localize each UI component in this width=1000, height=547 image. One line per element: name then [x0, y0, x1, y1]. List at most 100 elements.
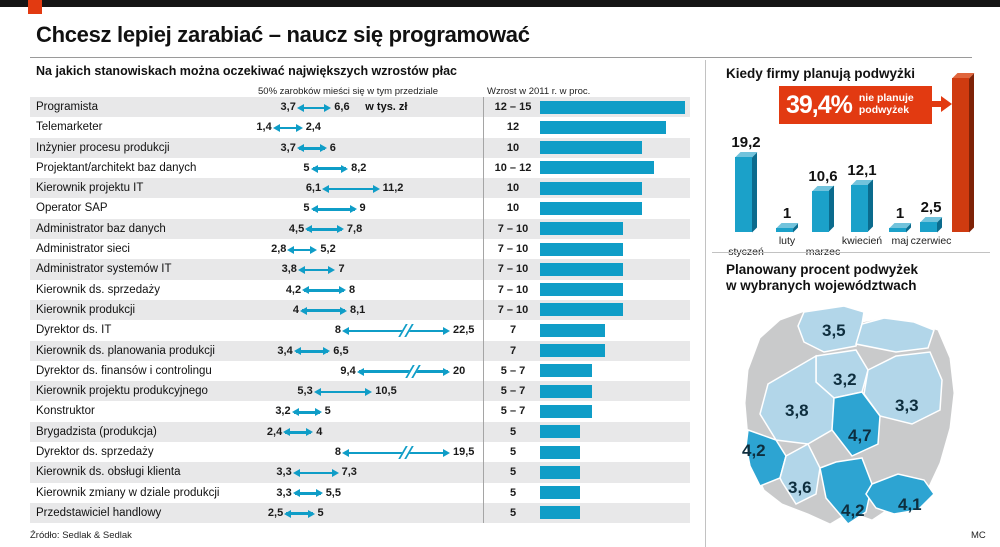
salary-row: Kierownik projektu IT 6,1 11,2 10 [30, 178, 690, 199]
salary-row: Administrator systemów IT 3,8 7 7 – 10 [30, 259, 690, 280]
salary-range: 3,4 6,5 [252, 341, 483, 361]
range-min-value: 5,3 [297, 385, 313, 398]
callout-arrowhead-icon [941, 96, 952, 112]
growth-axis-header: Wzrost w 2011 r. w proc. [487, 86, 591, 97]
salary-range: 8 22,5 [252, 320, 483, 340]
growth-value: 10 – 12 [494, 161, 532, 174]
growth-value: 7 – 10 [497, 222, 529, 235]
salary-range: 1,4 2,4 [252, 117, 483, 137]
range-arrow-icon [287, 245, 318, 254]
range-arrow-icon [310, 205, 357, 214]
growth-value: 5 [509, 446, 517, 459]
masthead-bar [0, 0, 1000, 7]
growth-bar [540, 344, 605, 358]
month-bar [920, 222, 937, 232]
salary-row: Kierownik ds. obsługi klienta 3,3 7,3 5 [30, 462, 690, 483]
growth-value: 7 – 10 [497, 263, 529, 276]
month-bar [776, 228, 793, 232]
growth-bar [540, 222, 624, 236]
range-min-value: 3,7 [280, 141, 296, 154]
range-min-value: 5 [303, 202, 310, 215]
month-value: 1 [782, 205, 792, 223]
growth-value: 7 – 10 [497, 303, 529, 316]
salary-table: Programista 3,7 6,6 w tys. zł 12 – 15 Telemar… [30, 97, 690, 524]
job-label: Operator SAP [36, 202, 108, 215]
range-min-value: 2,8 [271, 243, 287, 256]
growth-bar [540, 100, 685, 114]
growth-bar [540, 181, 642, 195]
range-arrow-icon [272, 124, 303, 132]
salary-row: Przedstawiciel handlowy 2,5 5 5 [30, 502, 690, 524]
month-value: 2,5 [920, 199, 942, 217]
section-divider-vertical [705, 60, 706, 547]
month-bar [735, 157, 752, 232]
salary-range: 4,2 8 [252, 280, 483, 300]
range-min-value: 3,4 [277, 344, 293, 357]
range-min-value: 5 [303, 161, 310, 174]
month-value: 12,1 [847, 161, 877, 179]
growth-value: 7 [509, 344, 517, 357]
growth-value: 10 [506, 182, 520, 195]
growth-value: 12 [506, 121, 520, 134]
job-label: Dyrektor ds. sprzedaży [36, 446, 154, 459]
salary-range: 3,8 7 [252, 259, 483, 279]
region-value-label: 3,5 [822, 321, 846, 340]
map-region [797, 305, 865, 353]
salary-row: Operator SAP 5 9 10 [30, 198, 690, 218]
growth-bar [540, 465, 580, 479]
growth-bar [540, 425, 580, 439]
growth-value: 5 – 7 [500, 405, 526, 418]
salary-row: Kierownik produkcji 4 8,1 7 – 10 [30, 299, 690, 321]
range-max-value: 5 [324, 405, 331, 418]
page-title: Chcesz lepiej zarabiać – naucz się progr… [36, 22, 530, 47]
footer-credit: MC [971, 530, 986, 541]
range-min-value: 3,3 [276, 486, 292, 499]
job-label: Dyrektor ds. IT [36, 324, 112, 337]
range-arrow-icon [284, 509, 315, 518]
salary-row: Inżynier procesu produkcji 3,7 6 10 [30, 137, 690, 158]
salary-row: Brygadzista (produkcja) 2,4 4 5 [30, 421, 690, 443]
growth-value: 5 [509, 486, 517, 499]
column-divider [483, 97, 484, 523]
salary-range: 4,5 7,8 [252, 219, 483, 239]
range-min-value: 3,3 [276, 466, 292, 479]
range-axis-header: 50% zarobków mieści się w tym przedziale [258, 86, 439, 97]
region-value-label: 3,2 [833, 370, 857, 389]
growth-value: 5 – 7 [500, 385, 526, 398]
month-bar [851, 184, 868, 232]
growth-bar [540, 141, 642, 155]
region-value-label: 3,8 [785, 401, 809, 420]
month-value: 10,6 [808, 167, 838, 185]
job-label: Administrator systemów IT [36, 263, 172, 276]
range-arrow-icon [291, 408, 322, 417]
growth-value: 7 – 10 [497, 283, 529, 296]
salary-range: 3,3 7,3 [252, 462, 483, 482]
growth-bar [540, 486, 580, 500]
range-min-value: 4 [292, 303, 299, 316]
range-max-value: 8,2 [351, 161, 367, 174]
salary-row: Kierownik ds. sprzedaży 4,2 8 7 – 10 [30, 280, 690, 300]
month-bar [889, 228, 906, 232]
job-label: Projektant/architekt baz danych [36, 161, 197, 174]
salary-row: Kierownik ds. planowania produkcji 3,4 6,5… [30, 340, 690, 361]
range-arrow-icon [302, 286, 346, 295]
month-label: czerwiec [910, 235, 952, 247]
job-label: Przedstawiciel handlowy [36, 506, 162, 519]
salary-range: 5 8,2 [252, 158, 483, 178]
range-arrow-icon [342, 446, 450, 460]
range-arrow-icon [296, 144, 327, 153]
job-label: Kierownik ds. sprzedaży [36, 283, 160, 296]
range-max-value: 4 [316, 425, 323, 438]
growth-value: 7 [509, 324, 517, 337]
growth-value: 10 [506, 141, 520, 154]
range-max-value: 22,5 [453, 324, 475, 337]
map-region-highlight [865, 473, 935, 515]
range-min-value: 8 [334, 446, 341, 459]
range-arrow-icon [342, 324, 450, 338]
growth-bar [540, 201, 642, 215]
range-max-value: 20 [453, 364, 466, 377]
range-max-value: 7,3 [341, 466, 357, 479]
range-max-value: 7 [338, 263, 345, 276]
